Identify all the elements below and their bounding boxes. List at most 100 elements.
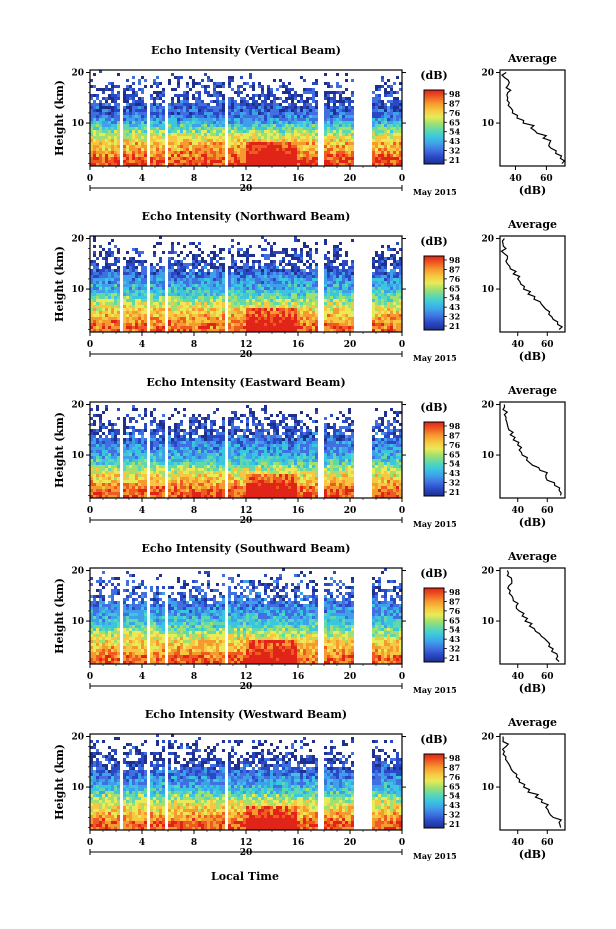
heatmap-cell [156,142,159,145]
heatmap-cell [243,329,246,332]
heatmap-cell [330,296,333,299]
heatmap-cell [222,97,225,100]
heatmap-cell [198,145,201,148]
heatmap-cell [102,302,105,305]
heatmap-cell [237,145,240,148]
heatmap-cell [276,160,279,163]
heatmap-cell [276,145,279,148]
heatmap-cell [342,293,345,296]
heatmap-cell [249,411,252,414]
heatmap-cell [315,317,318,320]
heatmap-cell [213,269,216,272]
heatmap-cell [105,251,108,254]
heatmap-cell [348,314,351,317]
heatmap-cell [186,109,189,112]
heatmap-cell [162,317,165,320]
heatmap-cell [339,411,342,414]
heatmap-cell [393,266,396,269]
heatmap-cell [378,133,381,136]
heatmap-cell [105,405,108,408]
heatmap-cell [93,314,96,317]
heatmap-cell [240,97,243,100]
heatmap-cell [216,139,219,142]
heatmap-cell [126,145,129,148]
heatmap-cell [327,127,330,130]
heatmap-cell [384,296,387,299]
heatmap-cell [141,317,144,320]
heatmap-cell [384,263,387,266]
heatmap-cell [96,127,99,130]
heatmap-cell [126,118,129,121]
heatmap-cell [315,79,318,82]
heatmap-cell [231,317,234,320]
heatmap-cell [231,305,234,308]
heatmap-cell [342,311,345,314]
heatmap-cell [234,136,237,139]
heatmap-cell [258,103,261,106]
heatmap-cell [291,323,294,326]
heatmap-cell [93,275,96,278]
heatmap-cell [252,94,255,97]
heatmap-cell [171,317,174,320]
heatmap-cell [123,136,126,139]
heatmap-cell [156,275,159,278]
heatmap-cell [291,272,294,275]
heatmap-cell [282,127,285,130]
heatmap-cell [396,278,399,281]
heatmap-cell [108,112,111,115]
heatmap-cell [351,308,354,311]
heatmap-cell [99,151,102,154]
heatmap-cell [198,142,201,145]
heatmap-cell [186,326,189,329]
heatmap-cell [297,112,300,115]
heatmap-cell [243,293,246,296]
heatmap-cell [132,329,135,332]
heatmap-cell [192,420,195,423]
heatmap-cell [315,127,318,130]
heatmap-cell [300,420,303,423]
heatmap-cell [171,329,174,332]
heatmap-cell [162,329,165,332]
heatmap-cell [177,151,180,154]
heatmap-cell [105,299,108,302]
heatmap-cell [279,296,282,299]
heatmap-cell [174,151,177,154]
heatmap-cell [396,160,399,163]
heatmap-cell [222,118,225,121]
heatmap-cell [288,308,291,311]
heatmap-cell [180,109,183,112]
heatmap-cell [99,118,102,121]
heatmap-cell [96,139,99,142]
heatmap-cell [168,148,171,151]
heatmap-cell [315,118,318,121]
heatmap-cell [102,124,105,127]
heatmap-cell [156,317,159,320]
heatmap-cell [267,112,270,115]
heatmap-cell [168,296,171,299]
heatmap-cell [231,130,234,133]
heatmap-cell [207,118,210,121]
heatmap-cell [93,414,96,417]
heatmap-cell [372,133,375,136]
heatmap-cell [237,311,240,314]
heatmap-cell [342,317,345,320]
heatmap-cell [210,284,213,287]
heatmap-cell [249,284,252,287]
heatmap-cell [279,317,282,320]
heatmap-cell [324,257,327,260]
heatmap-cell [297,142,300,145]
heatmap-cell [153,275,156,278]
heatmap-cell [273,118,276,121]
heatmap-cell [372,275,375,278]
heatmap-cell [246,127,249,130]
heatmap-cell [174,329,177,332]
heatmap-cell [180,326,183,329]
heatmap-cell [216,82,219,85]
heatmap-cell [270,136,273,139]
heatmap-cell [348,163,351,166]
heatmap-cell [387,305,390,308]
heatmap-cell [378,311,381,314]
heatmap-cell [333,269,336,272]
heatmap-cell [399,287,402,290]
heatmap-cell [108,305,111,308]
